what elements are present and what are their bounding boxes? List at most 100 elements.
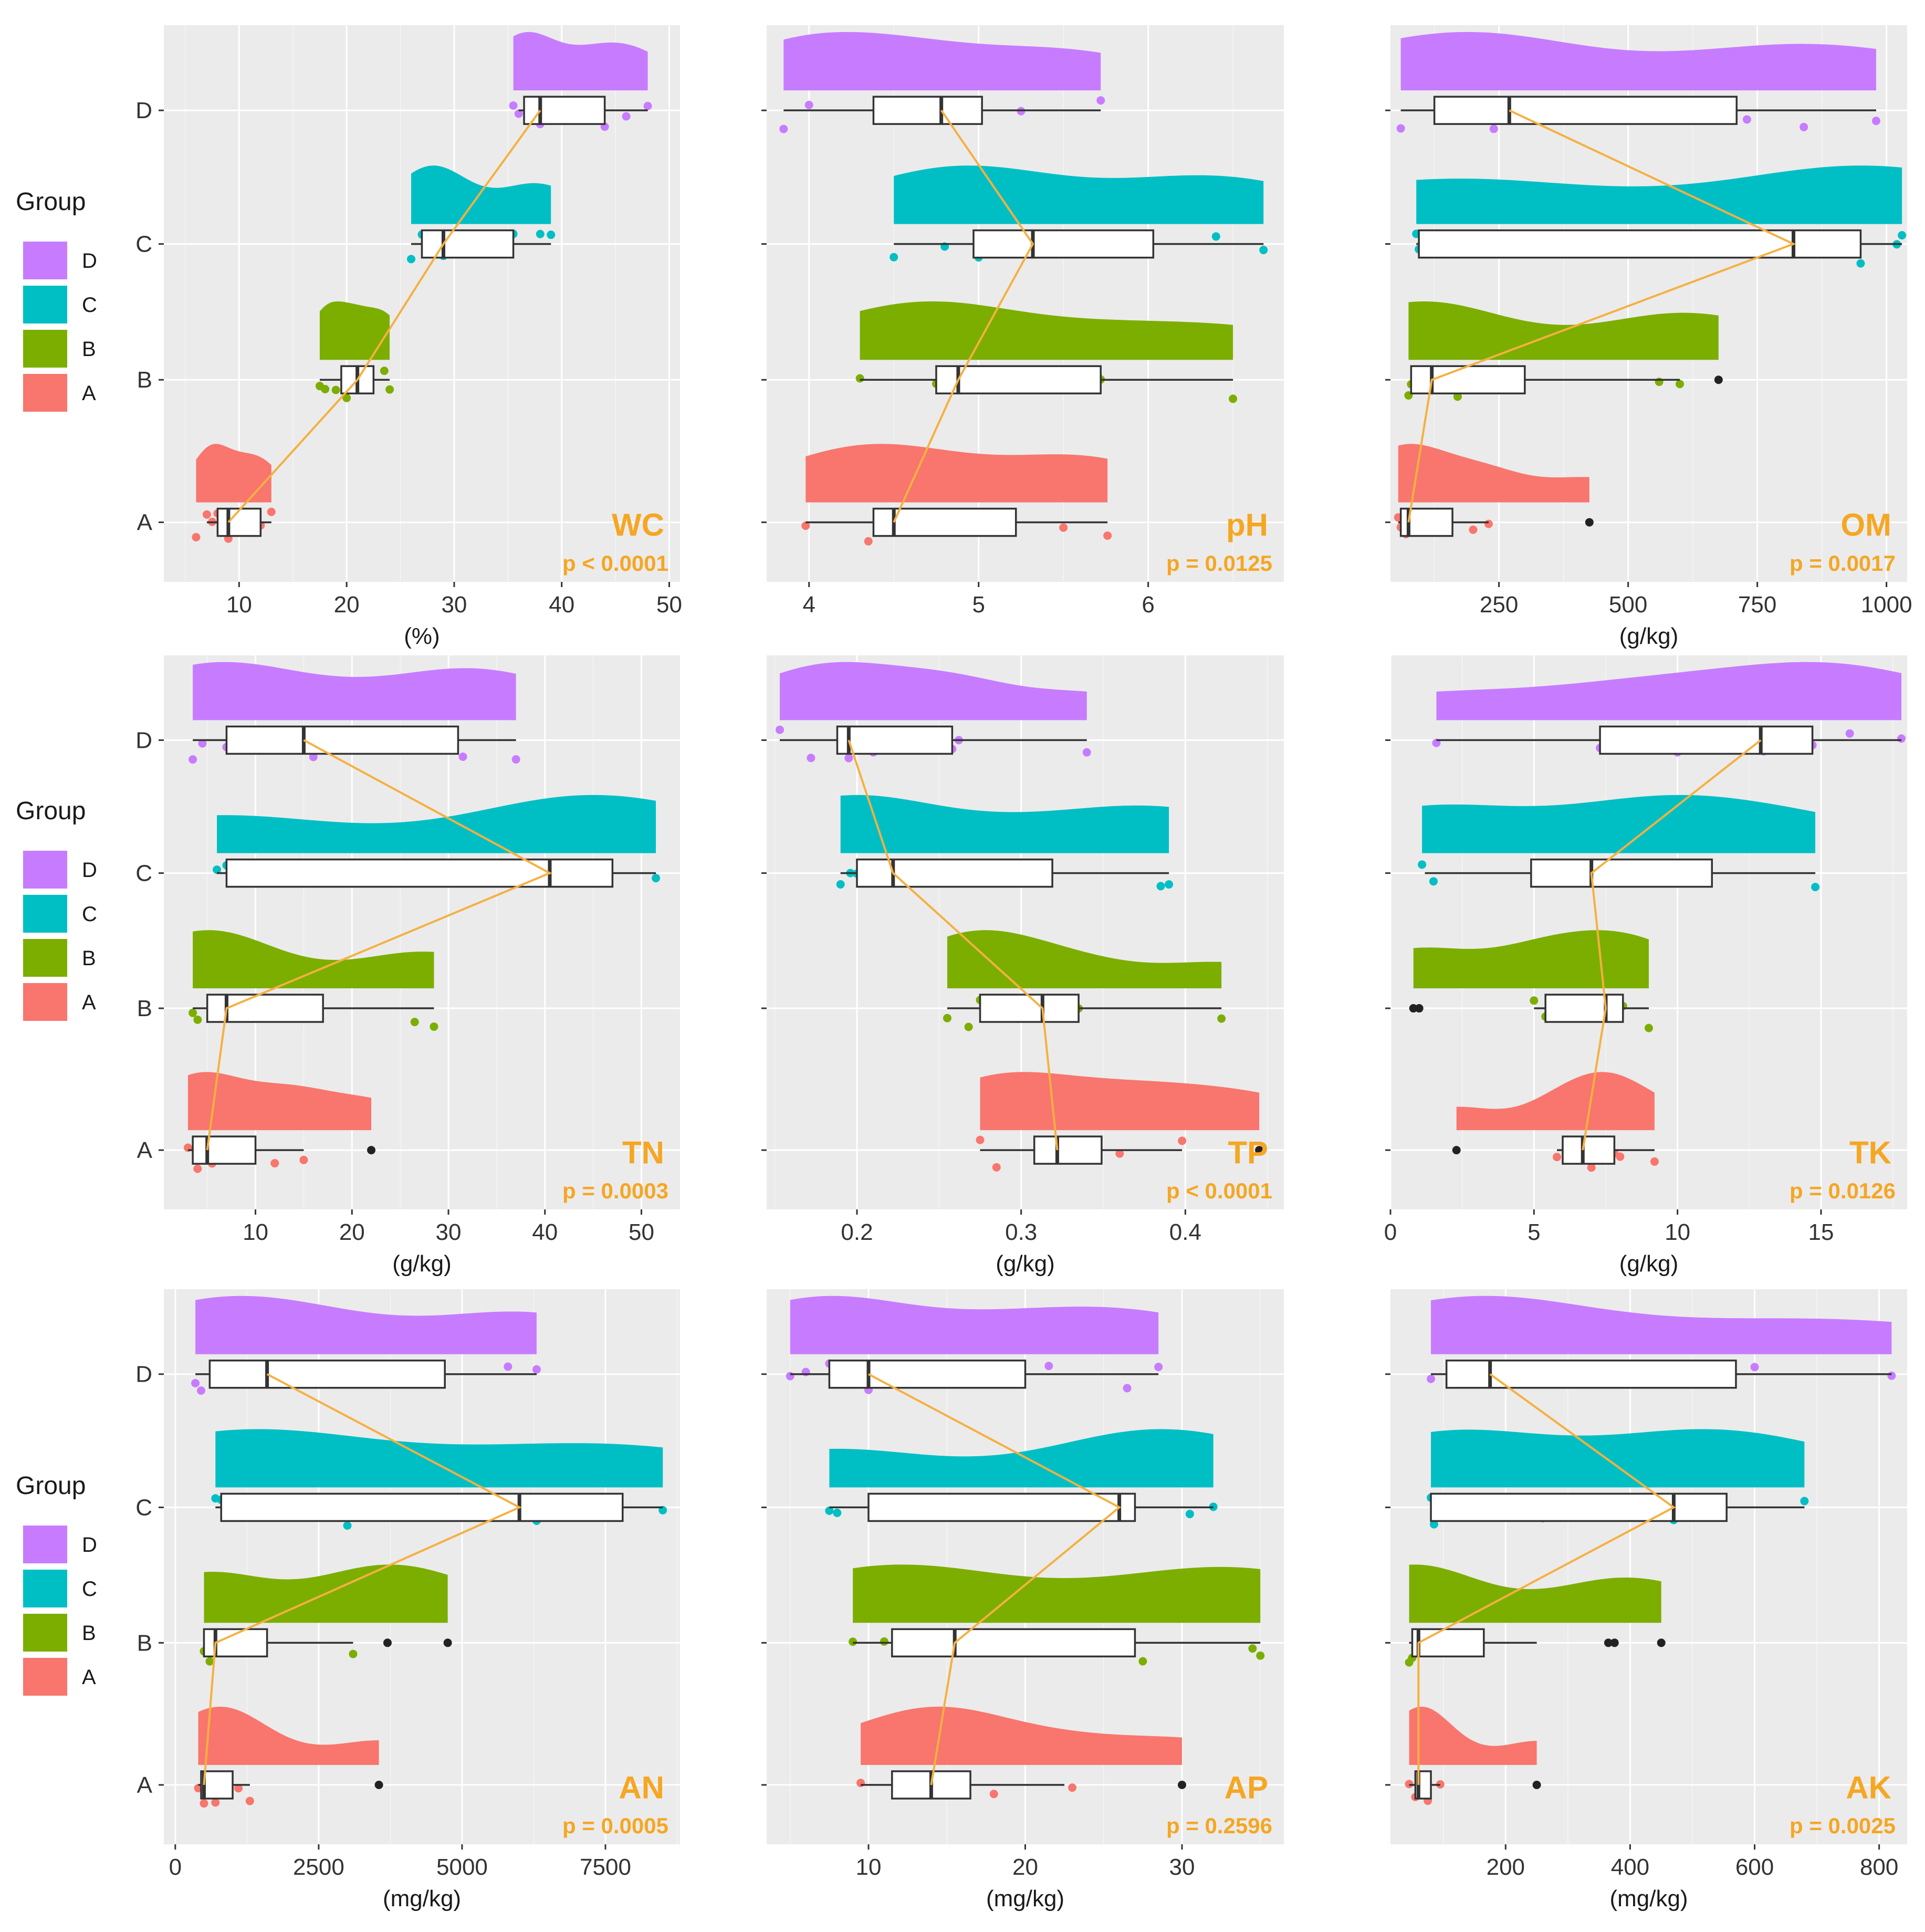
outlier-point (367, 1146, 376, 1155)
y-tick-label: B (137, 1630, 152, 1656)
y-tick-label: A (137, 1772, 153, 1798)
box-A (1033, 1135, 1103, 1165)
x-tick-label: 0.3 (1005, 1219, 1037, 1245)
density-cloud-D (193, 662, 516, 720)
p-value-label: p < 0.0001 (562, 551, 668, 576)
data-point-C (1418, 860, 1427, 869)
y-tick-label: D (135, 98, 152, 123)
legend-swatch-C (23, 1570, 67, 1607)
data-point-A (200, 1799, 208, 1808)
x-axis-title: (mg/kg) (383, 1886, 461, 1912)
data-point-B (331, 385, 340, 394)
data-point-B (1645, 1024, 1653, 1032)
data-point-C (1856, 259, 1865, 268)
x-tick-label: 15 (1808, 1219, 1834, 1245)
p-value-label: p = 0.2596 (1166, 1813, 1272, 1838)
data-point-C (1211, 232, 1220, 241)
y-tick-label: C (135, 232, 152, 257)
data-point-C (1429, 1520, 1438, 1529)
density-cloud-D (780, 662, 1087, 720)
data-point-B (430, 1022, 438, 1031)
box-B (1544, 994, 1624, 1023)
p-value-label: p = 0.0125 (1166, 551, 1272, 576)
x-tick-label: 250 (1480, 592, 1518, 618)
data-point-D (532, 1365, 541, 1374)
legend-swatch-B (23, 330, 67, 368)
data-point-B (880, 1637, 888, 1646)
density-cloud-B (1413, 930, 1649, 989)
x-tick-label: 40 (532, 1219, 558, 1245)
data-point-A (1178, 1136, 1187, 1145)
density-cloud-A (1398, 444, 1589, 503)
x-axis-title: (%) (404, 623, 440, 649)
outlier-point (1452, 1146, 1461, 1155)
x-tick-label: 30 (441, 592, 467, 618)
box-D (523, 96, 606, 125)
legend-label: B (82, 1622, 96, 1645)
x-tick-label: 0 (1384, 1219, 1397, 1245)
data-point-D (807, 754, 815, 763)
data-point-D (1123, 1384, 1132, 1393)
data-point-D (1897, 734, 1906, 743)
outlier-point (1177, 1780, 1186, 1789)
data-point-A (801, 521, 810, 530)
box-B (979, 994, 1080, 1023)
data-point-D (509, 101, 518, 110)
data-point-D (643, 101, 652, 110)
x-tick-label: 7500 (580, 1854, 631, 1880)
x-tick-label: 5 (972, 592, 985, 618)
data-point-A (992, 1163, 1001, 1172)
data-point-B (1676, 380, 1685, 389)
box-B (891, 1628, 1136, 1658)
outlier-point (374, 1780, 383, 1789)
data-point-B (410, 1018, 419, 1027)
legend-swatch-D (23, 242, 67, 279)
density-cloud-D (195, 1296, 537, 1354)
data-point-A (192, 532, 201, 541)
data-point-D (189, 755, 197, 764)
box-D (828, 1359, 1027, 1389)
box-C (225, 858, 614, 888)
data-point-A (202, 510, 211, 519)
panel-tk: 0 5 10 15 TK p = 0.0126 (g/kg) (1384, 655, 1907, 1277)
x-tick-label: 800 (1860, 1854, 1898, 1880)
panel-tn: 10 20 30 40 50 A B C D TN p = 0.0003 (g/kg) (135, 655, 680, 1277)
legend-swatch-A (23, 1658, 67, 1696)
data-point-D (1427, 1374, 1436, 1383)
data-point-A (193, 1164, 202, 1173)
data-point-B (380, 367, 389, 375)
data-point-A (299, 1155, 308, 1164)
data-point-B (205, 1657, 214, 1666)
panel-ph: 4 5 6 pH p = 0.0125 (761, 25, 1284, 618)
data-point-C (1259, 246, 1268, 255)
variable-label: AN (619, 1770, 664, 1805)
data-point-A (1616, 1152, 1625, 1161)
data-point-D (1489, 124, 1498, 133)
x-tick-label: 500 (1609, 592, 1647, 618)
outlier-point (1532, 1780, 1541, 1789)
x-tick-label: 2500 (293, 1854, 344, 1880)
x-tick-label: 10 (243, 1219, 268, 1245)
x-tick-label: 10 (856, 1854, 882, 1880)
legend-swatch-B (23, 939, 67, 977)
density-cloud-C (1416, 165, 1902, 224)
data-point-C (825, 1506, 834, 1515)
data-point-B (1256, 1651, 1265, 1660)
data-point-B (321, 384, 330, 393)
data-point-D (776, 725, 784, 734)
x-axis-title: (g/kg) (1619, 623, 1678, 649)
density-cloud-B (319, 301, 390, 360)
legend-swatch-D (23, 1526, 67, 1563)
density-cloud-B (193, 930, 434, 989)
data-point-C (833, 1508, 842, 1517)
density-cloud-A (805, 444, 1108, 503)
panel-wc: 10 20 30 40 50 A B C D WC p < 0.0001 (%) (135, 25, 682, 649)
data-point-D (1154, 1363, 1163, 1372)
data-point-D (514, 109, 523, 118)
p-value-label: p < 0.0001 (1166, 1178, 1272, 1203)
data-point-A (856, 1779, 865, 1788)
panel-ap: 10 20 30 AP p = 0.2596 (mg/kg) (761, 1289, 1284, 1912)
y-tick-label: B (137, 996, 152, 1021)
data-point-C (547, 231, 556, 239)
